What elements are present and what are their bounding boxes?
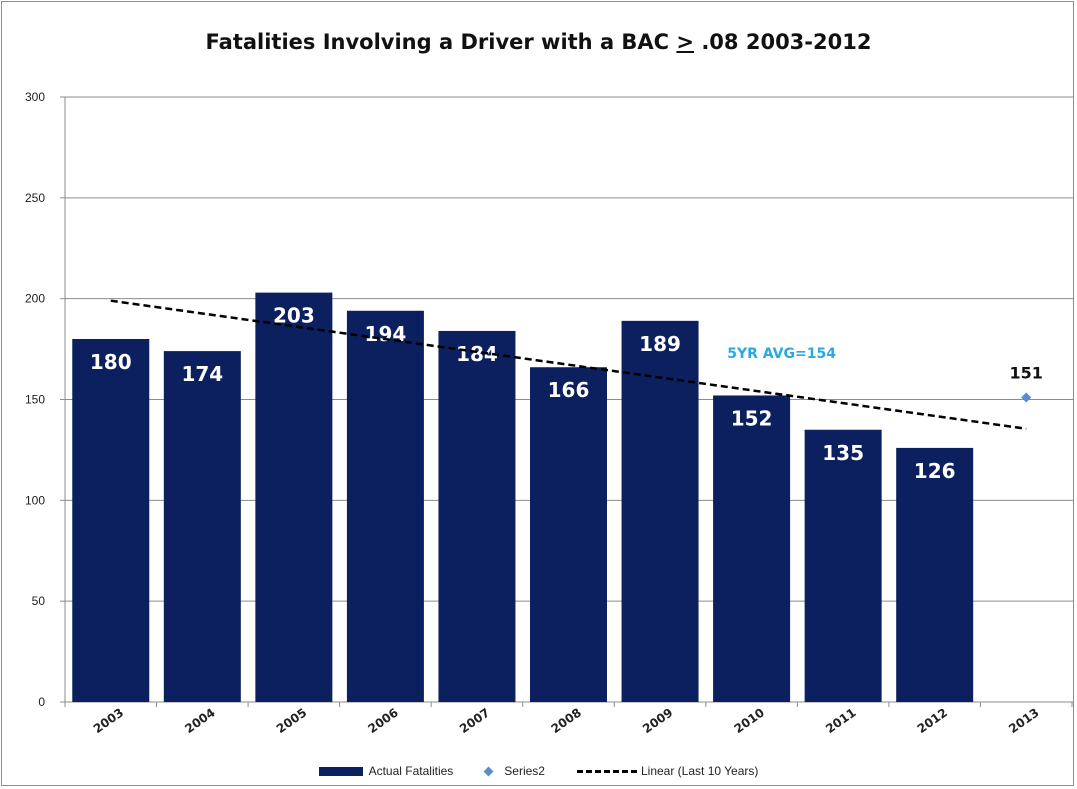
x-tick-label: 2012 xyxy=(915,705,950,736)
legend-item-series2: Series2 xyxy=(483,764,545,778)
title-ge-symbol: > xyxy=(676,30,695,54)
y-tick-label: 300 xyxy=(25,90,45,104)
x-tick-label: 2004 xyxy=(182,705,217,736)
y-tick-label: 250 xyxy=(25,191,45,205)
avg-annotation: 5YR AVG=154 xyxy=(727,346,836,362)
x-tick-label: 2010 xyxy=(732,705,767,736)
legend-swatch-dash xyxy=(576,769,637,773)
bar-data-label: 135 xyxy=(822,441,864,465)
bar xyxy=(72,339,150,702)
bar xyxy=(621,320,699,702)
bar xyxy=(163,351,241,702)
bar-data-label: 152 xyxy=(731,406,773,430)
x-tick-label: 2003 xyxy=(91,705,126,736)
x-tick-label: 2008 xyxy=(549,705,584,736)
y-tick-label: 200 xyxy=(25,292,45,306)
bar-data-label: 166 xyxy=(548,378,590,402)
legend-label-bars: Actual Fatalities xyxy=(368,764,454,778)
bar xyxy=(255,292,333,702)
chart-title: Fatalities Involving a Driver with a BAC… xyxy=(0,30,1077,54)
bar xyxy=(896,447,974,702)
y-tick-label: 100 xyxy=(25,493,45,507)
bar xyxy=(804,429,882,702)
legend-swatch-bar xyxy=(318,766,363,776)
bar xyxy=(713,395,791,702)
title-suffix: .08 2003-2012 xyxy=(701,30,872,54)
title-prefix: Fatalities Involving a Driver with a BAC xyxy=(205,30,670,54)
chart-legend: Actual Fatalities Series2 Linear (Last 1… xyxy=(0,764,1077,778)
y-tick-label: 50 xyxy=(32,594,46,608)
y-tick-label: 0 xyxy=(38,695,45,709)
bar xyxy=(346,310,424,702)
bar-data-label: 126 xyxy=(914,459,956,483)
scatter-point xyxy=(1021,392,1032,403)
bar-data-label: 180 xyxy=(90,350,132,374)
y-tick-label: 150 xyxy=(25,393,45,407)
x-tick-label: 2007 xyxy=(457,705,492,736)
x-tick-label: 2013 xyxy=(1006,705,1041,736)
legend-label-trendline: Linear (Last 10 Years) xyxy=(640,764,759,778)
bar xyxy=(530,367,607,702)
bar-data-label: 184 xyxy=(456,342,498,366)
legend-item-trendline: Linear (Last 10 Years) xyxy=(576,764,759,778)
bar xyxy=(438,330,516,702)
bar-data-label: 189 xyxy=(639,332,681,356)
legend-swatch-diamond xyxy=(483,766,494,776)
x-tick-label: 2011 xyxy=(823,705,858,736)
legend-item-bars: Actual Fatalities xyxy=(318,764,454,778)
bar-data-label: 174 xyxy=(181,362,223,386)
point-data-label: 151 xyxy=(1010,363,1043,382)
x-tick-label: 2009 xyxy=(640,705,675,736)
x-tick-label: 2005 xyxy=(274,705,309,736)
x-tick-label: 2006 xyxy=(365,705,400,736)
trendline xyxy=(110,299,1027,430)
legend-label-series2: Series2 xyxy=(504,764,545,778)
